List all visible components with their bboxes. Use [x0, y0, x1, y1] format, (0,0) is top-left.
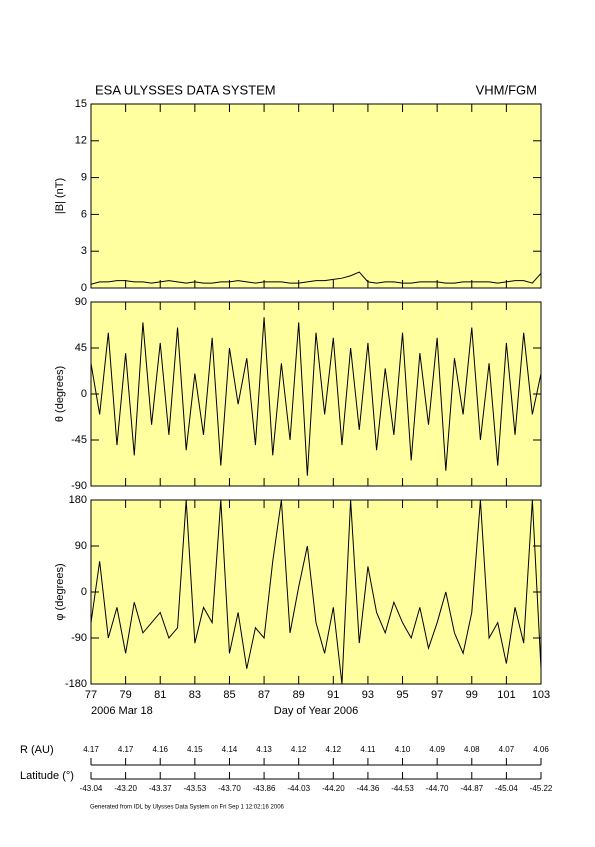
latitude-label: Latitude (°) — [20, 770, 74, 782]
data-line — [91, 500, 541, 684]
lat-value: -44.70 — [426, 784, 449, 793]
r-value: 4.06 — [533, 745, 549, 754]
lat-value: -44.53 — [391, 784, 414, 793]
data-line — [91, 271, 541, 285]
y-tick-label: 9 — [81, 172, 87, 184]
x-tick-label: 83 — [189, 689, 201, 701]
x-tick-label: 79 — [119, 689, 131, 701]
r-value: 4.09 — [429, 745, 445, 754]
x-tick-label: 89 — [293, 689, 305, 701]
x-tick-label: 95 — [396, 689, 408, 701]
lat-value: -43.20 — [114, 784, 137, 793]
header-title: ESA ULYSSES DATA SYSTEM — [95, 82, 276, 97]
plot-frame — [90, 301, 542, 487]
x-tick-label: 77 — [85, 689, 97, 701]
header-instrument: VHM/FGM — [476, 82, 537, 97]
date-annotation: 2006 Mar 18 — [91, 705, 153, 717]
y-axis-label: |B| (nT) — [54, 178, 66, 214]
lat-value: -45.22 — [530, 784, 553, 793]
y-tick-label: 90 — [75, 540, 87, 552]
r-value: 4.11 — [360, 745, 376, 754]
x-tick-label: 103 — [532, 689, 550, 701]
lat-value: -43.86 — [253, 784, 276, 793]
footer: Generated from IDL by Ulysses Data Syste… — [90, 805, 285, 811]
plot-background — [91, 500, 541, 684]
r-value: 4.15 — [187, 745, 203, 754]
x-axis-label: Day of Year 2006 — [274, 705, 358, 717]
y-axis-label: θ (degrees) — [54, 366, 66, 422]
r-value: 4.08 — [464, 745, 480, 754]
y-tick-label: 0 — [81, 388, 87, 400]
r-value: 4.07 — [499, 745, 515, 754]
y-tick-label: 0 — [81, 282, 87, 294]
lat-value: -44.36 — [357, 784, 380, 793]
lat-value: -43.04 — [80, 784, 103, 793]
r-value: 4.17 — [118, 745, 134, 754]
r-value: 4.13 — [256, 745, 272, 754]
y-tick-label: 45 — [75, 342, 87, 354]
y-tick-label: 180 — [69, 494, 87, 506]
plot-frame — [90, 103, 542, 289]
y-axis-label: φ (degrees) — [54, 563, 66, 620]
y-tick-label: 3 — [81, 245, 87, 257]
r-value: 4.12 — [326, 745, 342, 754]
x-tick-label: 91 — [327, 689, 339, 701]
y-tick-label: -90 — [71, 632, 87, 644]
lat-value: -43.70 — [218, 784, 241, 793]
lat-value: -43.53 — [184, 784, 207, 793]
lat-value: -45.04 — [495, 784, 518, 793]
r-value: 4.10 — [395, 745, 411, 754]
lat-value: -44.20 — [322, 784, 345, 793]
x-tick-label: 87 — [258, 689, 270, 701]
plot-background — [91, 302, 541, 486]
y-tick-label: 12 — [75, 135, 87, 147]
y-tick-label: 6 — [81, 208, 87, 220]
x-tick-label: 99 — [466, 689, 478, 701]
y-tick-label: -180 — [65, 678, 87, 690]
x-tick-label: 97 — [431, 689, 443, 701]
y-tick-label: -90 — [71, 480, 87, 492]
lat-value: -44.87 — [460, 784, 483, 793]
r-label: R (AU) — [20, 744, 54, 756]
y-tick-label: 15 — [75, 98, 87, 110]
r-value: 4.16 — [152, 745, 168, 754]
data-line — [91, 317, 541, 476]
lat-value: -44.03 — [287, 784, 310, 793]
x-tick-label: 93 — [362, 689, 374, 701]
x-tick-label: 101 — [497, 689, 515, 701]
y-tick-label: 90 — [75, 296, 87, 308]
plot-frame — [90, 499, 542, 685]
r-value: 4.14 — [222, 745, 238, 754]
plot-background — [91, 104, 541, 288]
r-value: 4.12 — [291, 745, 307, 754]
x-tick-label: 81 — [154, 689, 166, 701]
x-tick-label: 85 — [223, 689, 235, 701]
y-tick-label: 0 — [81, 586, 87, 598]
lat-value: -43.37 — [149, 784, 172, 793]
y-tick-label: -45 — [71, 434, 87, 446]
r-value: 4.17 — [83, 745, 99, 754]
